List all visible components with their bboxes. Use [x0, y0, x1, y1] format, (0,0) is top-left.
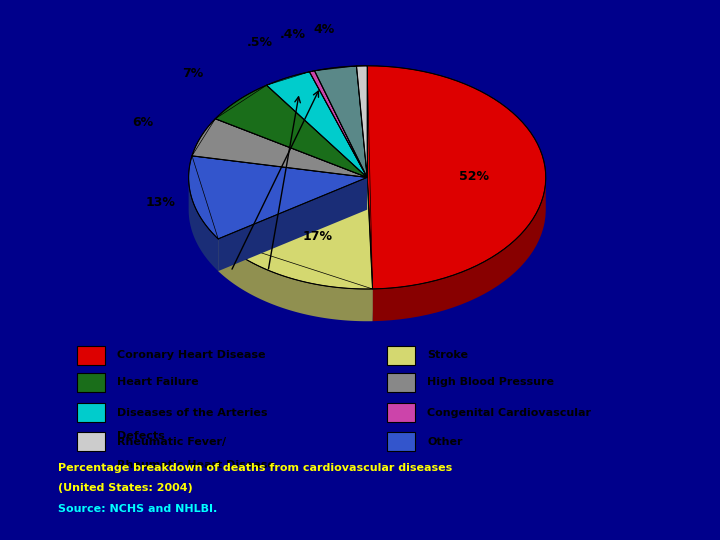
- Polygon shape: [189, 178, 218, 271]
- Text: Other: Other: [427, 437, 462, 447]
- Text: Rheumatic Heart Disease: Rheumatic Heart Disease: [117, 461, 275, 470]
- Text: Diseases of the Arteries: Diseases of the Arteries: [117, 408, 268, 417]
- Polygon shape: [218, 178, 372, 289]
- Text: Percentage breakdown of deaths from cardiovascular diseases: Percentage breakdown of deaths from card…: [58, 463, 452, 473]
- Text: High Blood Pressure: High Blood Pressure: [427, 377, 554, 387]
- Polygon shape: [189, 156, 367, 239]
- Text: 7%: 7%: [182, 67, 204, 80]
- Polygon shape: [315, 66, 367, 178]
- Bar: [77, 346, 105, 365]
- Text: Congenital Cardiovascular: Congenital Cardiovascular: [427, 408, 591, 417]
- Text: Defects: Defects: [117, 431, 165, 441]
- Text: Stroke: Stroke: [427, 350, 468, 360]
- Polygon shape: [218, 178, 367, 271]
- Text: .4%: .4%: [279, 28, 306, 40]
- Text: 4%: 4%: [313, 23, 335, 36]
- Text: Rheumatic Fever/: Rheumatic Fever/: [117, 437, 227, 447]
- Text: Heart Failure: Heart Failure: [117, 377, 199, 387]
- Bar: [77, 432, 105, 451]
- Polygon shape: [218, 178, 367, 271]
- Text: Source: NCHS and NHLBI.: Source: NCHS and NHLBI.: [58, 504, 217, 514]
- Polygon shape: [367, 178, 372, 321]
- Bar: [387, 432, 415, 451]
- Text: 52%: 52%: [459, 170, 490, 183]
- Polygon shape: [367, 66, 546, 289]
- Text: 13%: 13%: [145, 197, 176, 210]
- Polygon shape: [218, 239, 372, 321]
- Text: (United States: 2004): (United States: 2004): [58, 483, 192, 494]
- Bar: [387, 346, 415, 365]
- Text: .5%: .5%: [246, 36, 272, 49]
- Bar: [387, 403, 415, 422]
- Bar: [77, 373, 105, 392]
- Text: Coronary Heart Disease: Coronary Heart Disease: [117, 350, 266, 360]
- Polygon shape: [356, 66, 367, 178]
- Text: 6%: 6%: [132, 116, 153, 129]
- Text: 17%: 17%: [303, 231, 333, 244]
- Polygon shape: [215, 85, 367, 178]
- Polygon shape: [372, 179, 546, 321]
- Bar: [77, 403, 105, 422]
- Polygon shape: [266, 72, 367, 178]
- Polygon shape: [367, 178, 372, 321]
- Polygon shape: [192, 119, 367, 178]
- Polygon shape: [310, 71, 367, 178]
- Bar: [387, 373, 415, 392]
